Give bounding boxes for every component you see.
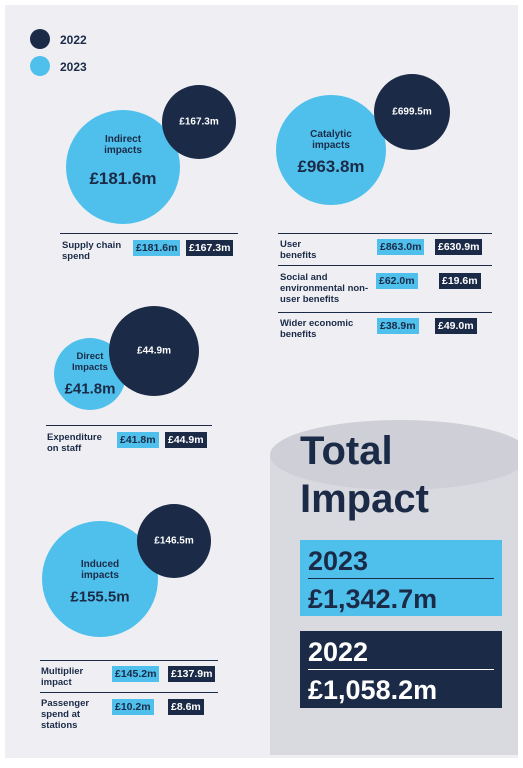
total-title: Total Impact (300, 429, 429, 521)
graphics (30, 29, 518, 755)
circle-2023 (54, 338, 126, 410)
section-title: Catalytic impacts (310, 129, 352, 151)
circle-2023 (42, 521, 158, 637)
chip-2023: £863.0m (377, 239, 425, 255)
total-box-2023: 2023 £1,342.7m (300, 540, 502, 616)
rule (46, 425, 212, 426)
legend-label: 2023 (60, 60, 87, 74)
chip-2022: £44.9m (165, 432, 207, 448)
chip-2022: £19.6m (439, 273, 481, 289)
chip-2022: £8.6m (168, 699, 204, 715)
circle-2022 (137, 504, 211, 578)
chip-2022: £137.9m (168, 666, 216, 682)
chip-2023: £38.9m (377, 318, 419, 334)
circle-2022 (109, 306, 199, 396)
value-2023: £963.8m (297, 157, 365, 176)
rule (308, 669, 494, 670)
rule (40, 692, 218, 693)
rule (308, 578, 494, 579)
total-year: 2023 (308, 546, 369, 576)
value-2023: £155.5m (70, 588, 130, 606)
total-value: £1,342.7m (308, 584, 438, 614)
rule (40, 660, 218, 661)
chip-2022: £167.3m (186, 240, 234, 256)
chip-2022: £630.9m (435, 239, 483, 255)
row-label: Wider economic benefits (280, 318, 354, 340)
chip-2023: £181.6m (133, 240, 181, 256)
total-box-2022: 2022 £1,058.2m (300, 631, 502, 708)
section-title: Direct Impacts (72, 351, 108, 373)
rule (278, 312, 492, 313)
rule (278, 265, 492, 266)
row-label: Expenditure on staff (47, 432, 102, 454)
legend-dot (30, 56, 50, 76)
value-2022: £146.5m (154, 535, 194, 547)
circle-2023 (66, 110, 180, 224)
chip-2023: £145.2m (112, 666, 160, 682)
row-label: Social and environmental non-user benefi… (280, 272, 369, 305)
row-label: Passenger spend at stations (41, 698, 90, 731)
total-value: £1,058.2m (308, 675, 438, 705)
circle-2023 (276, 95, 386, 205)
value-2022: £44.9m (137, 345, 171, 357)
row-label: User benefits (280, 239, 317, 261)
chip-2023: £10.2m (112, 699, 154, 715)
value-2023: £41.8m (64, 380, 116, 398)
infographic: 2022 2023 Indirect impacts £181.6m £167.… (5, 5, 518, 758)
legend-dot (30, 29, 50, 49)
rule (60, 233, 238, 234)
row-label: Supply chain spend (62, 240, 122, 262)
row-label: Multiplier impact (41, 666, 84, 688)
chip-2023: £62.0m (376, 273, 418, 289)
value-2023: £181.6m (89, 169, 157, 188)
chip-2022: £49.0m (435, 318, 477, 334)
section-title: Indirect impacts (104, 134, 142, 156)
total-year: 2022 (308, 637, 369, 667)
value-2022: £167.3m (179, 116, 219, 128)
chip-2023: £41.8m (117, 432, 159, 448)
circle-2022 (374, 74, 450, 150)
value-2022: £699.5m (392, 106, 432, 118)
legend-label: 2022 (60, 33, 87, 47)
section-title: Induced impacts (80, 559, 120, 581)
rule (278, 233, 492, 234)
circle-2022 (162, 85, 236, 159)
